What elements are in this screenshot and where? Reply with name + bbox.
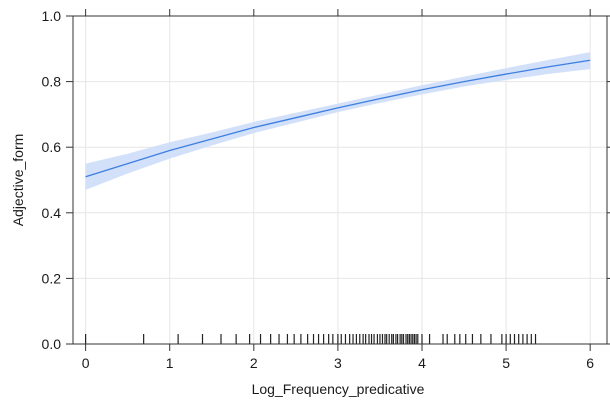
x-tick-label: 0	[82, 355, 90, 371]
x-tick-label: 1	[166, 355, 174, 371]
fit-line-layer	[85, 59, 591, 178]
x-tick-label: 2	[250, 355, 258, 371]
x-tick-label: 3	[334, 355, 342, 371]
x-tick-label: 5	[502, 355, 510, 371]
fit-line	[85, 59, 591, 178]
confidence-band-layer	[85, 52, 591, 190]
y-axis: 0.0 0.2 0.4 0.6 0.8 1.0	[42, 8, 610, 352]
x-tick-label: 6	[586, 355, 594, 371]
y-axis-title: Adjective_form	[10, 134, 26, 227]
x-axis: 0 1 2 3 4 5 6	[82, 9, 594, 371]
y-tick-label: 0.2	[42, 270, 62, 286]
y-tick-label: 0.4	[42, 205, 62, 221]
plot-frame	[72, 15, 608, 345]
y-tick-label: 0.8	[42, 74, 62, 90]
plot-border	[72, 15, 608, 345]
rug-layer	[85, 334, 537, 344]
x-tick-label: 4	[418, 355, 426, 371]
confidence-band	[85, 52, 591, 190]
y-tick-label: 0.6	[42, 139, 62, 155]
x-axis-title: Log_Frequency_predicative	[252, 381, 425, 397]
y-tick-label: 1.0	[42, 8, 62, 24]
y-tick-label: 0.0	[42, 336, 62, 352]
